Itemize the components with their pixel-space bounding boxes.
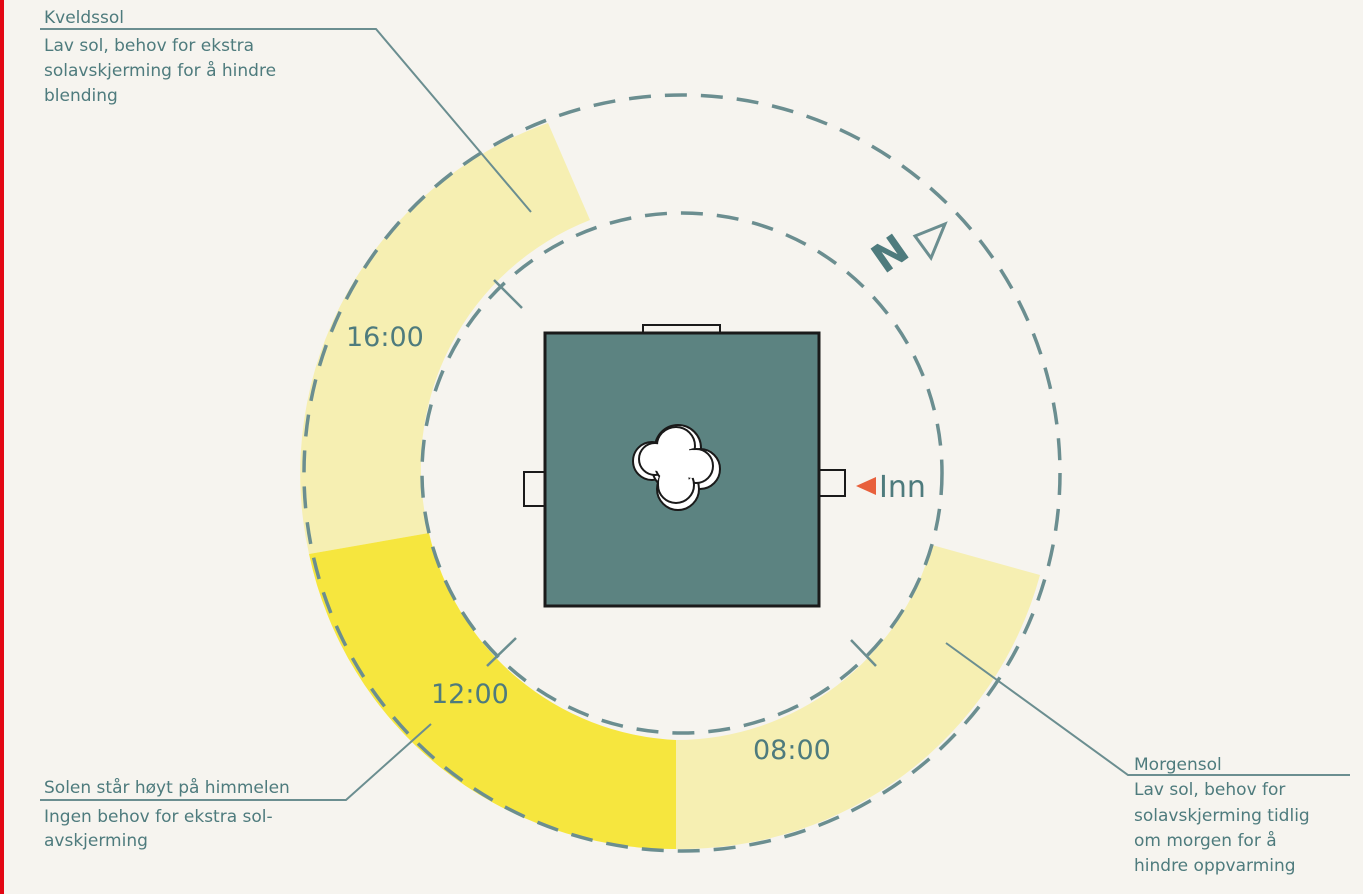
tick-12 bbox=[486, 637, 517, 667]
morning-text-line: Lav sol, behov for bbox=[1134, 780, 1285, 800]
evening-sun-band bbox=[300, 123, 590, 554]
plant-icon bbox=[632, 424, 721, 511]
evening-title: Kveldssol bbox=[44, 8, 124, 28]
house-right-door bbox=[817, 469, 846, 497]
compass-label: N bbox=[864, 226, 918, 283]
time-16-label: 16:00 bbox=[346, 322, 424, 353]
outer-orbit bbox=[302, 93, 1062, 853]
midday-leader-line bbox=[40, 723, 432, 801]
evening-leader-line bbox=[40, 28, 532, 213]
midday-sun-band bbox=[309, 533, 676, 850]
left-border-line bbox=[0, 0, 4, 894]
time-12-label: 12:00 bbox=[431, 679, 509, 710]
morning-text-line: om morgen for å bbox=[1134, 830, 1277, 851]
evening-text-line: Lav sol, behov for ekstra bbox=[44, 36, 254, 56]
tick-08 bbox=[850, 639, 877, 667]
house-left-window bbox=[523, 471, 546, 507]
morning-sun-band bbox=[676, 545, 1040, 850]
morning-text-line: solavskjerming tidlig bbox=[1134, 806, 1310, 826]
entrance-arrow-icon bbox=[856, 477, 876, 495]
north-arrow-icon bbox=[912, 221, 948, 262]
midday-text-line: Ingen behov for ekstra sol- bbox=[44, 807, 273, 827]
time-08-label: 08:00 bbox=[753, 735, 831, 766]
evening-text-line: solavskjerming for å hindre bbox=[44, 60, 276, 81]
morning-leader-line bbox=[945, 642, 1350, 776]
midday-title: Solen står høyt på himmelen bbox=[44, 777, 290, 798]
morning-title: Morgensol bbox=[1134, 755, 1222, 775]
inner-orbit bbox=[420, 211, 944, 735]
midday-text-line: avskjerming bbox=[44, 831, 148, 851]
morning-text-line: hindre oppvarming bbox=[1134, 856, 1296, 876]
tick-16 bbox=[493, 279, 523, 309]
evening-text-line: blending bbox=[44, 86, 118, 106]
entrance-label: Inn bbox=[879, 470, 926, 505]
